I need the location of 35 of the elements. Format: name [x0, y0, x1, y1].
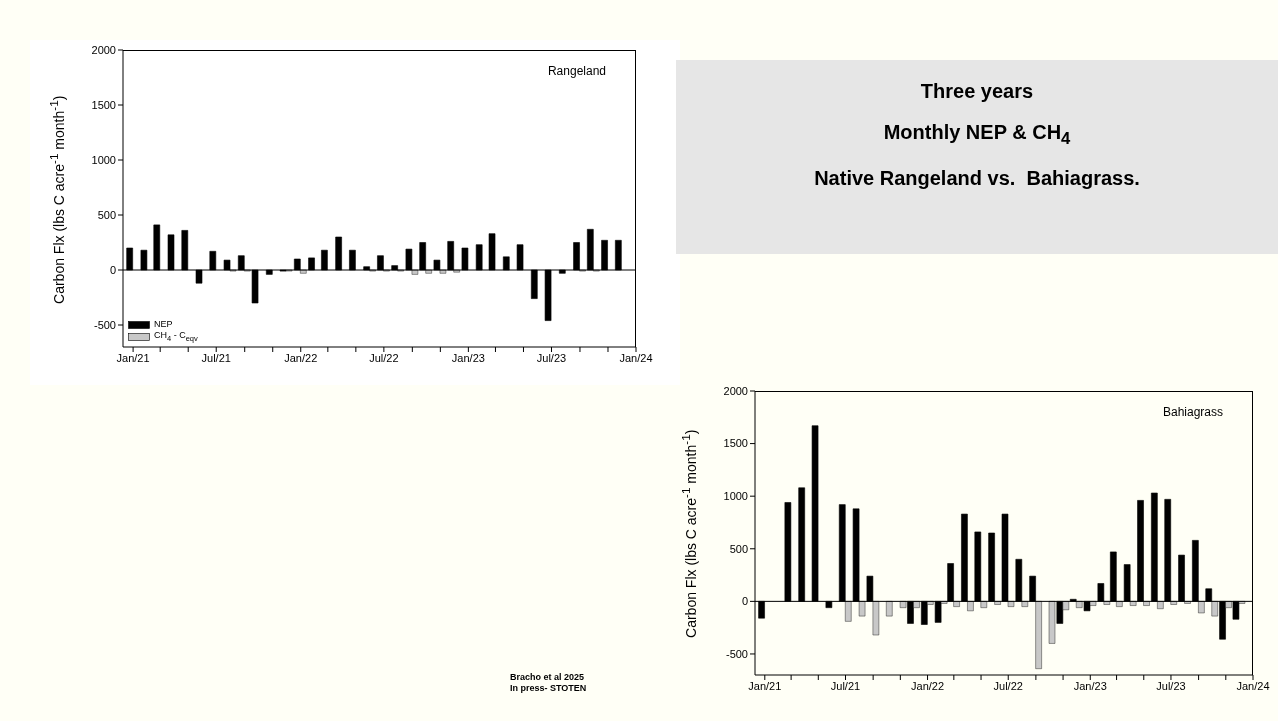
x-tick-label: Jan/22 [284, 351, 318, 364]
x-tick-label: Jul/21 [830, 679, 861, 692]
x-tick-label: Jul/23 [536, 351, 567, 364]
y-tick-label: 1500 [723, 437, 748, 450]
text: Three years [919, 80, 1035, 103]
text: Bahiagrass [1162, 405, 1223, 419]
y-tick-label: 1000 [91, 153, 116, 166]
y-tick-label: 500 [729, 542, 748, 555]
x-tick-label: Jan/23 [451, 351, 485, 364]
legend-label: CH$_{4}$ - C$_{eqv}$ [154, 330, 198, 344]
x-tick-label: Jul/21 [201, 351, 231, 364]
text: In press- STOTEN [510, 683, 587, 694]
y-tick-label: 0 [741, 595, 748, 608]
x-tick-label: Jul/23 [1156, 679, 1186, 692]
y-tick-label: -500 [93, 318, 116, 331]
x-tick-label: Jan/21 [116, 351, 150, 364]
x-tick-label: Jan/24 [1236, 679, 1270, 692]
legend-label: NEP [154, 319, 173, 331]
x-tick-label: Jul/22 [369, 351, 399, 364]
y-tick-label: -500 [725, 647, 748, 660]
x-tick-label: Jul/22 [993, 679, 1023, 692]
text: Bracho et al 2025 [510, 672, 586, 683]
y-tick-label: 2000 [723, 384, 748, 397]
text: Rangeland [547, 64, 606, 78]
y-tick-label: 0 [109, 263, 116, 276]
x-tick-label: Jan/24 [619, 351, 653, 364]
y-tick-label: 1000 [723, 490, 748, 503]
x-tick-label: Jan/22 [911, 679, 945, 692]
x-tick-label: Jan/23 [1073, 679, 1107, 692]
y-tick-label: 500 [97, 208, 116, 221]
text: Monthly NEP & CH$_{4}$ [882, 121, 1072, 149]
y-tick-label: 2000 [91, 43, 116, 56]
y-tick-label: 1500 [91, 98, 116, 111]
x-tick-label: Jan/21 [748, 679, 782, 692]
text: Native Rangeland vs. Bahiagrass. [813, 167, 1141, 190]
